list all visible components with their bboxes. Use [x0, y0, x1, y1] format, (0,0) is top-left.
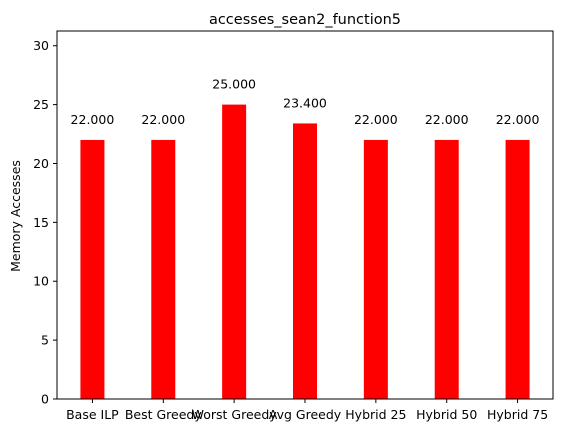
y-tick-label: 25 [33, 97, 49, 112]
bar [80, 139, 105, 400]
y-axis-label: Memory Accesses [8, 160, 23, 272]
y-tick-label: 0 [41, 392, 49, 407]
y-tick-label: 15 [33, 215, 49, 230]
x-tick-label: Hybrid 50 [416, 407, 477, 422]
bar [505, 139, 530, 400]
bar [434, 139, 459, 400]
chart-title: accesses_sean2_function5 [209, 12, 401, 28]
bar [293, 123, 317, 400]
x-tick-label: Hybrid 75 [487, 407, 548, 422]
x-tick-label: Base ILP [66, 407, 119, 422]
plot-frame [56, 30, 554, 400]
x-tick-label: Hybrid 25 [345, 407, 406, 422]
bar-value-label: 22.000 [141, 112, 185, 127]
bar [363, 139, 388, 400]
bar-value-label: 23.400 [283, 95, 327, 110]
x-tick-label: Avg Greedy [269, 407, 342, 422]
value-labels-group: 22.000 22.000 25.000 23.400 22.000 22.000 22.0… [71, 77, 540, 127]
bar-value-label: 22.000 [496, 112, 540, 127]
y-tick-label: 10 [33, 274, 49, 289]
bars-group [80, 104, 530, 400]
y-ticks-group: 0 5 10 15 20 25 30 [33, 38, 57, 407]
bar-value-label: 25.000 [212, 77, 256, 92]
y-tick-label: 5 [41, 333, 49, 348]
bar-value-label: 22.000 [71, 112, 115, 127]
bar [151, 139, 176, 400]
bar-value-label: 22.000 [354, 112, 398, 127]
bar-value-label: 22.000 [425, 112, 469, 127]
y-tick-label: 30 [33, 38, 49, 53]
x-tick-label: Best Greedy [125, 407, 203, 422]
y-tick-label: 20 [33, 156, 49, 171]
x-tick-label: Worst Greedy [192, 407, 278, 422]
bar [222, 104, 247, 399]
